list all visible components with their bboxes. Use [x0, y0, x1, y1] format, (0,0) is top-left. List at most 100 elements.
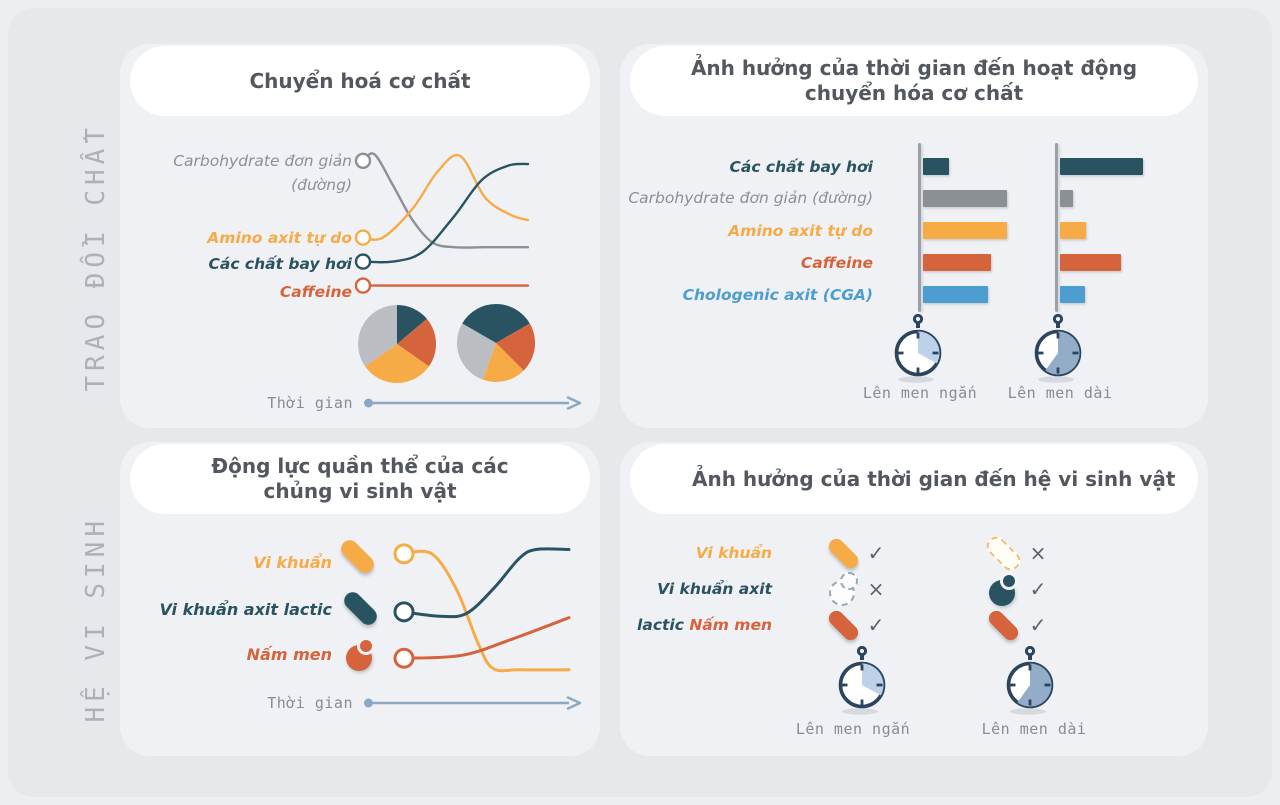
panel-title-line2: chủng vi sinh vật: [263, 479, 457, 503]
bar-label-carbohydrate: Carbohydrate đơn giản (đường): [628, 189, 873, 207]
bar-axis-long-fermentation: [1055, 143, 1058, 312]
line-series: [402, 616, 571, 660]
microbe-label-part: lactic: [637, 616, 684, 634]
panel-title-line1: Động lực quần thể của các: [211, 454, 509, 478]
series-start-marker: [393, 543, 415, 565]
capsule-amber-solid-icon: [825, 535, 861, 571]
panel-title: Ảnh hưởng của thời gian đến hệ vi sinh v…: [692, 466, 1176, 491]
bar-label-volatiles: Các chất bay hơi: [729, 158, 873, 176]
series-label-carbohydrate-line2: (đường): [291, 176, 352, 194]
stopwatch-short-label: Lên men ngắn: [795, 720, 911, 738]
series-start-marker: [354, 152, 372, 169]
panel-title-pill: Chuyển hoá cơ chất: [130, 46, 590, 116]
stopwatch-long-label: Lên men dài: [1007, 384, 1113, 402]
time-arrow: [364, 396, 582, 410]
yeast-teal-solid-icon: [988, 572, 1018, 606]
line-series: [402, 549, 571, 673]
series-start-marker: [393, 601, 415, 623]
line-series: [402, 547, 571, 619]
microbe-icon-short: [823, 535, 863, 571]
capsule-amber-dashed-icon: [982, 532, 1024, 574]
pie-slice-caffeine: [397, 318, 437, 367]
series-label-bacteria: Vi khuẩn: [253, 553, 332, 572]
panel-title-pill: Động lực quần thể của các chủng vi sinh …: [130, 444, 590, 514]
series-label-caffeine: Caffeine: [279, 283, 352, 301]
microbe-icon-long: [983, 571, 1023, 607]
panel-time-effect-microbiome: Ảnh hưởng của thời gian đến hệ vi sinh v…: [620, 442, 1208, 756]
series-label-yeast: Nấm men: [246, 645, 332, 664]
stopwatch-long-icon: [1006, 645, 1054, 715]
substrate-line-chart: [354, 152, 530, 294]
microbe-icon-long: [982, 532, 1024, 574]
series-start-marker: [354, 229, 372, 246]
series-start-marker: [354, 253, 372, 270]
bar: [1060, 190, 1073, 207]
bacteria-icon-slot: [337, 536, 377, 576]
series-label-amino-acids: Amino axit tự do: [207, 229, 352, 247]
pie-slice-volatiles: [462, 303, 530, 343]
pie-slice-carb: [457, 323, 496, 380]
capsule-teal-solid-icon: [340, 588, 380, 628]
stopwatch-short-icon: [838, 645, 886, 715]
panel-substrate-metabolism: Chuyển hoá cơ chất Carbohydrate đơn giản…: [120, 44, 600, 428]
pie-slice-volatiles: [397, 304, 427, 344]
bar-axis-short-fermentation: [918, 143, 921, 312]
bar-label-amino-acids: Amino axit tự do: [728, 222, 873, 240]
time-axis-label: Thời gian: [267, 694, 353, 712]
bar: [923, 190, 1007, 207]
series-start-marker: [354, 277, 372, 294]
lactic-acid-bacteria-icon-slot: [340, 588, 380, 628]
microbe-label-part: Vi khuẩn axit: [657, 580, 772, 598]
microbe-label-part: Vi khuẩn: [695, 544, 772, 562]
panel-title-pill: Ảnh hưởng của thời gian đến hoạt động ch…: [630, 46, 1198, 116]
microbe-row-label: Vi khuẩn axit: [657, 578, 772, 600]
series-start-marker: [393, 647, 415, 669]
bar: [1060, 222, 1086, 239]
panel-title-pill: Ảnh hưởng của thời gian đến hệ vi sinh v…: [630, 444, 1198, 514]
substrate-composition-pies: [358, 303, 536, 383]
section-label-microbiome: HỆ VI SINH: [81, 516, 111, 723]
capsule-amber-solid-icon: [337, 536, 377, 576]
bar: [1060, 286, 1085, 303]
bar: [923, 158, 949, 175]
microbe-icon-short: [823, 607, 863, 643]
stopwatch-long-label: Lên men dài: [981, 720, 1087, 738]
section-label-metabolism: TRAO ĐỔI CHẤT: [81, 123, 111, 392]
presence-mark-long: ×: [1029, 541, 1047, 565]
series-label-carbohydrate-line1: Carbohydrate đơn giản: [173, 152, 352, 170]
time-arrow: [364, 696, 582, 710]
panel-time-effect-substrates: Ảnh hưởng của thời gian đến hoạt động ch…: [620, 44, 1208, 428]
bar-group-short-fermentation: [923, 158, 1007, 303]
yeast-rust-solid-icon: [345, 637, 375, 671]
presence-mark-short: ×: [867, 577, 885, 601]
presence-mark-long: ✓: [1029, 613, 1047, 637]
bar: [923, 222, 1007, 239]
microbial-population-line-chart: [393, 543, 571, 673]
microbe-icon-long: [983, 607, 1023, 643]
series-label-lactic-acid-bacteria: Vi khuẩn axit lactic: [159, 600, 332, 619]
pie-slice-amino: [482, 343, 524, 382]
bar: [1060, 158, 1143, 175]
pie-slice-carb: [358, 305, 397, 367]
time-axis-label: Thời gian: [267, 394, 353, 412]
microbe-icon-short: [823, 571, 863, 607]
capsule-rust-solid-icon: [985, 607, 1021, 643]
stopwatch-long-icon: [1034, 313, 1082, 383]
bar: [923, 286, 988, 303]
bar-group-long-fermentation: [1060, 158, 1143, 303]
stopwatch-short-icon: [894, 313, 942, 383]
yeast-icon-slot: [342, 634, 378, 674]
bar: [923, 254, 991, 271]
pie-slice-amino: [365, 344, 429, 383]
pie-slice-caffeine: [496, 323, 536, 371]
series-label-volatiles: Các chất bay hơi: [208, 255, 352, 273]
presence-mark-short: ✓: [867, 541, 885, 565]
line-series: [361, 153, 530, 241]
bar: [1060, 254, 1121, 271]
bar-label-cga: Chologenic axit (CGA): [682, 286, 873, 304]
bar-label-caffeine: Caffeine: [800, 254, 873, 272]
microbe-row-label: Vi khuẩn: [696, 542, 772, 564]
stopwatch-short-label: Lên men ngắn: [862, 384, 978, 402]
line-series: [361, 162, 530, 264]
presence-mark-short: ✓: [867, 613, 885, 637]
